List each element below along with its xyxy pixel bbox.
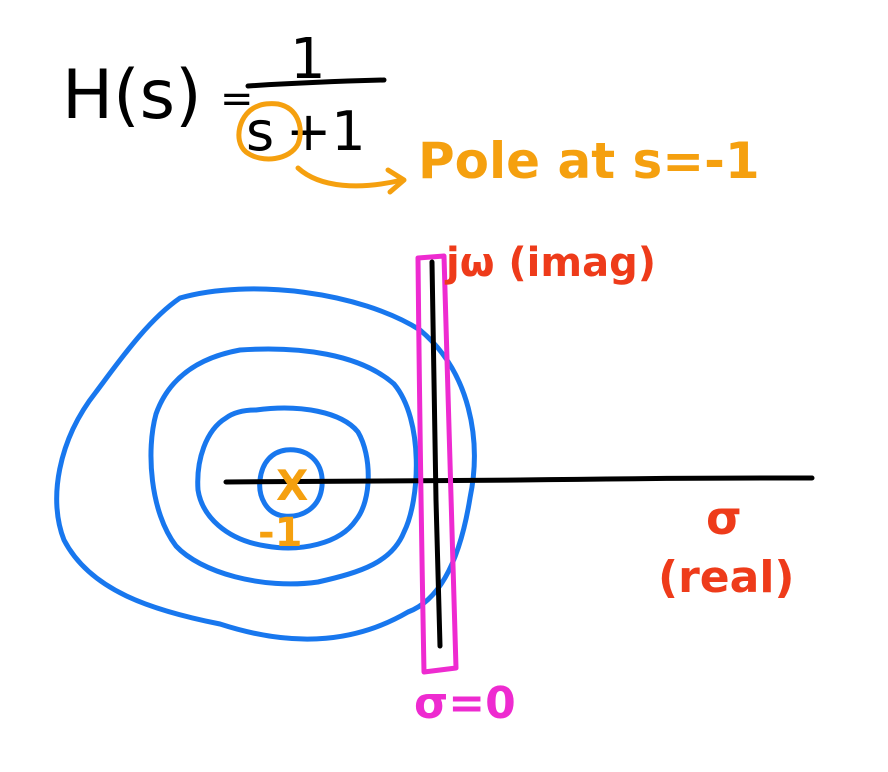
pole-note: Pole at s=-1	[418, 132, 760, 190]
imaginary-axis-label: jω (imag)	[444, 240, 656, 286]
real-axis-symbol: σ	[706, 491, 742, 545]
transfer-function-lhs: H(s)	[62, 56, 202, 135]
imaginary-axis	[432, 262, 440, 646]
pole-x-marker: X	[276, 461, 308, 510]
sigma-zero-label: σ=0	[414, 678, 516, 729]
pole-value-label: -1	[258, 510, 302, 556]
real-axis	[226, 478, 812, 482]
transfer-function: H(s) = 1 s +1	[62, 27, 384, 163]
real-axis-label: (real)	[658, 552, 795, 603]
contour-curves	[57, 289, 475, 639]
